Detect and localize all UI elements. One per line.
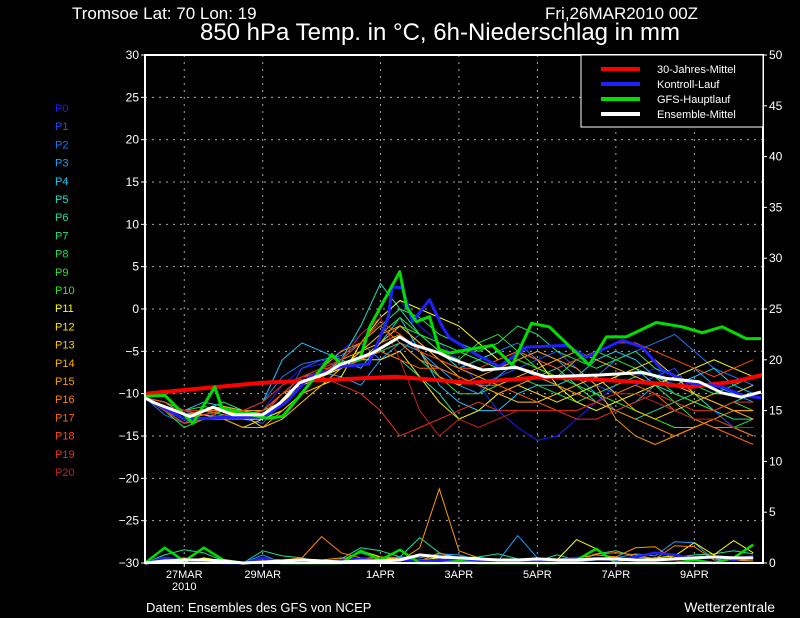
y-tick-label: 15 bbox=[126, 175, 140, 189]
legend-label: 30-Jahres-Mittel bbox=[657, 64, 736, 76]
y-tick-label: 20 bbox=[126, 133, 140, 147]
member-legend-label: P20 bbox=[55, 467, 75, 479]
y2-tick-label: 40 bbox=[769, 150, 783, 164]
member-legend-label: P12 bbox=[55, 321, 75, 333]
member-legend-label: P2 bbox=[55, 139, 68, 151]
member-legend-label: P0 bbox=[55, 103, 68, 115]
y2-tick-label: 30 bbox=[769, 251, 783, 265]
y-tick-label: −15 bbox=[119, 429, 140, 443]
member-legend-label: P19 bbox=[55, 449, 75, 461]
member-legend-label: P8 bbox=[55, 249, 68, 261]
y-tick-label: 0 bbox=[132, 302, 139, 316]
y-tick-label: 30 bbox=[126, 48, 140, 62]
member-legend-label: P4 bbox=[55, 176, 68, 188]
control-line bbox=[144, 285, 762, 421]
member-legend-label: P1 bbox=[55, 121, 68, 133]
axes: 302520151050−5−10−15−20−25−3050454035302… bbox=[119, 48, 783, 593]
mean-line bbox=[144, 335, 762, 418]
legend-label: Kontroll-Lauf bbox=[657, 79, 720, 91]
member-legend: P0 P1 P2 P3 P4 P5 P6 P7 P8 P9 P10 P11 P12 P13 P14 P15 P1… bbox=[55, 103, 75, 479]
member-legend-label: P6 bbox=[55, 212, 68, 224]
y2-tick-label: 25 bbox=[769, 302, 783, 316]
x-tick-label: 3APR bbox=[445, 569, 474, 581]
location-label: Tromsoe Lat: 70 Lon: 19 bbox=[72, 4, 257, 23]
member-legend-label: P9 bbox=[55, 267, 68, 279]
member-legend-label: P7 bbox=[55, 230, 68, 242]
member-legend-label: P18 bbox=[55, 431, 75, 443]
main-series bbox=[144, 270, 763, 425]
y2-tick-label: 35 bbox=[769, 200, 783, 214]
member-legend-label: P11 bbox=[55, 303, 74, 315]
chart-title: 850 hPa Temp. in °C, 6h-Niederschlag in … bbox=[200, 19, 680, 46]
gfs-line bbox=[144, 270, 761, 425]
y2-tick-label: 10 bbox=[769, 454, 783, 468]
x-tick-label: 27MAR bbox=[166, 569, 203, 581]
member-legend-label: P17 bbox=[55, 412, 75, 424]
y-tick-label: −30 bbox=[119, 556, 140, 570]
y-tick-label: 5 bbox=[132, 260, 139, 274]
member-legend-label: P16 bbox=[55, 394, 75, 406]
x-tick-label: 5APR bbox=[523, 569, 552, 581]
x-tick-sublabel: 2010 bbox=[172, 581, 196, 593]
member-line-p12 bbox=[144, 350, 754, 429]
x-tick-label: 7APR bbox=[601, 569, 630, 581]
member-legend-label: P13 bbox=[55, 340, 75, 352]
y-tick-label: 10 bbox=[126, 217, 140, 231]
source-label: Daten: Ensembles des GFS von NCEP bbox=[146, 600, 371, 615]
y2-tick-label: 20 bbox=[769, 353, 783, 367]
y2-tick-label: 50 bbox=[769, 48, 783, 62]
precip-line-p15 bbox=[144, 487, 754, 564]
brand-label: Wetterzentrale bbox=[684, 599, 775, 615]
x-tick-label: 29MAR bbox=[244, 569, 281, 581]
legend: 30-Jahres-Mittel Kontroll-Lauf GFS-Hauptla… bbox=[580, 54, 764, 128]
legend-label: GFS-Hauptlauf bbox=[657, 94, 731, 106]
y2-tick-label: 45 bbox=[769, 99, 783, 113]
y-tick-label: −25 bbox=[119, 514, 140, 528]
y-tick-label: −20 bbox=[119, 471, 140, 485]
run-time-label: Fri,26MAR2010 00Z bbox=[545, 4, 698, 23]
y-tick-label: −5 bbox=[125, 344, 139, 358]
legend-label: Ensemble-Mittel bbox=[657, 109, 736, 121]
x-tick-label: 9APR bbox=[680, 569, 709, 581]
y-tick-label: 25 bbox=[126, 90, 140, 104]
y2-tick-label: 0 bbox=[769, 556, 776, 570]
grid bbox=[145, 55, 763, 563]
member-legend-label: P3 bbox=[55, 158, 68, 170]
precip-series bbox=[144, 487, 754, 565]
member-legend-label: P10 bbox=[55, 285, 75, 297]
member-line-p11 bbox=[144, 299, 754, 420]
member-legend-label: P14 bbox=[55, 358, 75, 370]
member-line-p20 bbox=[144, 316, 754, 437]
x-tick-label: 1APR bbox=[366, 569, 395, 581]
y-tick-label: −10 bbox=[119, 387, 140, 401]
y2-tick-label: 15 bbox=[769, 404, 783, 418]
y2-tick-label: 5 bbox=[769, 505, 776, 519]
member-legend-label: P15 bbox=[55, 376, 75, 388]
member-series bbox=[144, 282, 754, 446]
member-legend-label: P5 bbox=[55, 194, 68, 206]
